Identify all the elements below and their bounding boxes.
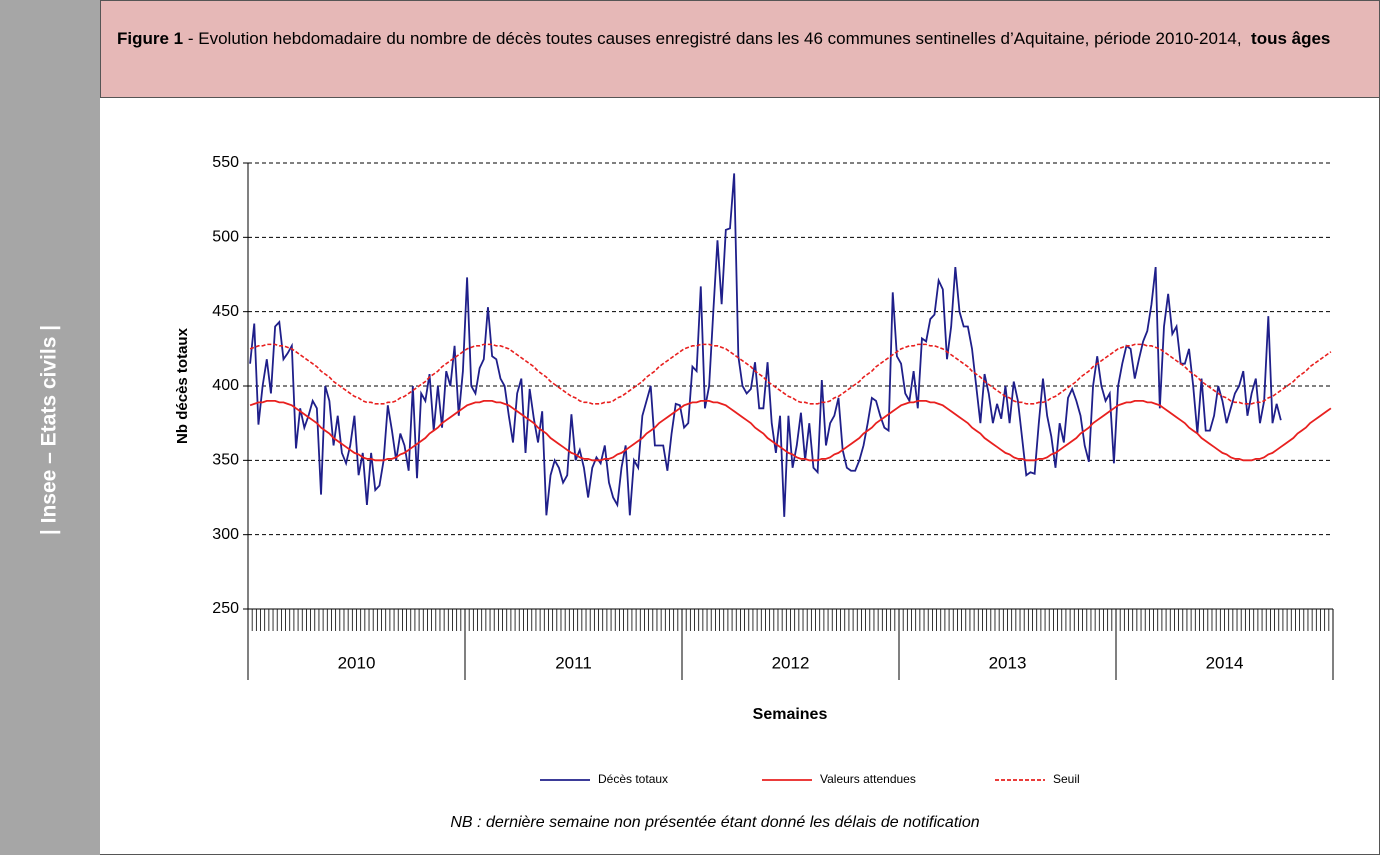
y-tick-label: 350	[212, 452, 239, 469]
y-tick-label: 450	[212, 303, 239, 320]
header-emphasis: tous âges	[1251, 29, 1331, 48]
legend-label: Valeurs attendues	[820, 772, 916, 786]
legend-label: Seuil	[1053, 772, 1080, 786]
x-tick-label: 2011	[555, 653, 592, 672]
series-line	[249, 173, 1282, 517]
x-tick-label: 2012	[772, 653, 810, 672]
series-line	[249, 399, 1332, 462]
y-tick-label: 500	[212, 229, 239, 246]
legend-label: Décès totaux	[598, 772, 668, 786]
y-tick-label: 400	[212, 377, 239, 394]
sidebar	[0, 0, 100, 855]
figure-label: Figure 1	[117, 29, 184, 48]
series-line	[249, 343, 1332, 405]
y-tick-label: 300	[212, 526, 239, 543]
x-tick-label: 2013	[989, 653, 1027, 672]
sidebar-text: | Insee – Etats civils |	[38, 325, 61, 535]
y-tick-label: 550	[212, 154, 239, 171]
note: NB : dernière semaine non présentée étan…	[450, 814, 979, 831]
y-tick-label: 250	[212, 600, 239, 617]
header: Figure 1 - Evolution hebdomadaire du nom…	[100, 0, 1380, 98]
header-text: - Evolution hebdomadaire du nombre de dé…	[187, 29, 1242, 48]
x-tick-label: 2010	[338, 653, 376, 672]
x-tick-label: 2014	[1206, 653, 1244, 672]
y-axis-label: Nb décès totaux	[174, 327, 191, 444]
x-axis-label: Semaines	[753, 706, 828, 723]
